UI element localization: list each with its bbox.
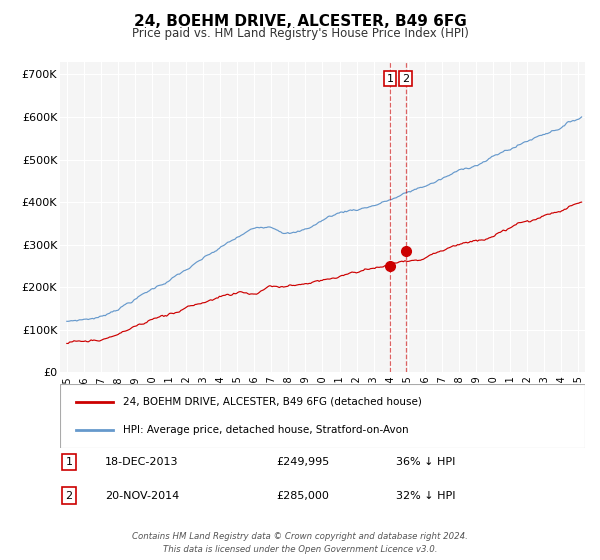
Text: £285,000: £285,000 [276,491,329,501]
Text: This data is licensed under the Open Government Licence v3.0.: This data is licensed under the Open Gov… [163,545,437,554]
Text: 1: 1 [65,457,73,467]
Text: 24, BOEHM DRIVE, ALCESTER, B49 6FG (detached house): 24, BOEHM DRIVE, ALCESTER, B49 6FG (deta… [123,396,422,407]
Text: HPI: Average price, detached house, Stratford-on-Avon: HPI: Average price, detached house, Stra… [123,425,409,435]
Text: 2: 2 [402,73,409,83]
Text: Price paid vs. HM Land Registry's House Price Index (HPI): Price paid vs. HM Land Registry's House … [131,27,469,40]
FancyBboxPatch shape [60,384,585,448]
Text: 1: 1 [386,73,394,83]
Text: 18-DEC-2013: 18-DEC-2013 [105,457,179,467]
Text: 36% ↓ HPI: 36% ↓ HPI [396,457,455,467]
Text: £249,995: £249,995 [276,457,329,467]
Text: 2: 2 [65,491,73,501]
Text: 20-NOV-2014: 20-NOV-2014 [105,491,179,501]
Text: 32% ↓ HPI: 32% ↓ HPI [396,491,455,501]
Text: 24, BOEHM DRIVE, ALCESTER, B49 6FG: 24, BOEHM DRIVE, ALCESTER, B49 6FG [134,14,466,29]
Text: Contains HM Land Registry data © Crown copyright and database right 2024.: Contains HM Land Registry data © Crown c… [132,532,468,541]
